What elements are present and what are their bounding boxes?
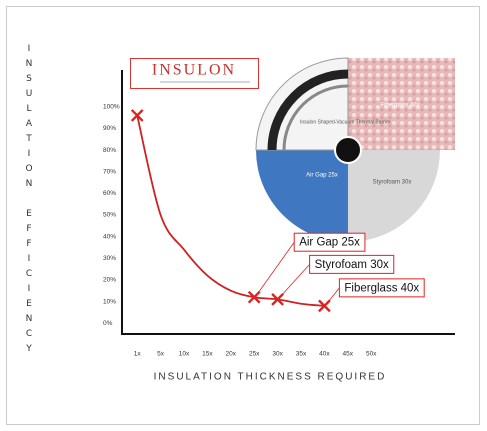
annotation-label: Fiberglass 40x	[344, 282, 419, 294]
x-tick-label: 5x	[157, 351, 165, 358]
graphic-label: Air Gap 25x	[306, 173, 338, 179]
annotation-label: Styrofoam 30x	[315, 259, 389, 271]
y-tick-label: 100%	[103, 104, 120, 111]
y-tick-label: 90%	[103, 125, 116, 132]
x-tick-label: 25x	[249, 351, 260, 358]
x-tick-label: 30x	[272, 351, 283, 358]
y-tick-label: 20%	[103, 277, 116, 284]
y-tick-label: 40%	[103, 233, 116, 240]
y-tick-label: 50%	[103, 212, 116, 219]
graphic-center	[335, 137, 361, 163]
y-tick-label: 30%	[103, 255, 116, 262]
x-axis-title: INSULATION THICKNESS REQUIRED	[154, 372, 387, 383]
logo: INSULON	[152, 62, 236, 79]
page: {"chart_data": { "type": "line", "logo":…	[0, 0, 487, 431]
y-axis-title: INSULATION EFFICIENCY	[24, 44, 34, 359]
x-tick-label: 10x	[179, 351, 190, 358]
y-tick-label: 60%	[103, 190, 116, 197]
x-tick-label: 1x	[134, 351, 142, 358]
y-tick-label: 10%	[103, 298, 116, 305]
x-tick-label: 20x	[226, 351, 237, 358]
graphic-label: Styrofoam 30x	[373, 180, 412, 186]
x-tick-label: 35x	[296, 351, 307, 358]
y-tick-label: 0%	[103, 320, 113, 327]
x-tick-label: 40x	[319, 351, 330, 358]
annotation-label: Air Gap 25x	[299, 237, 360, 249]
x-tick-label: 45x	[343, 351, 354, 358]
graphic-label: Insulon Shaped-Vacuum Thermal Barrier	[300, 119, 391, 125]
x-tick-label: 15x	[202, 351, 213, 358]
y-tick-label: 80%	[103, 147, 116, 154]
y-tick-label: 70%	[103, 168, 116, 175]
graphic-label: Fiberglass 40x	[380, 103, 419, 109]
x-tick-label: 50x	[366, 351, 377, 358]
chart: Insulon Shaped-Vacuum Thermal Barrier Fi…	[0, 0, 487, 431]
